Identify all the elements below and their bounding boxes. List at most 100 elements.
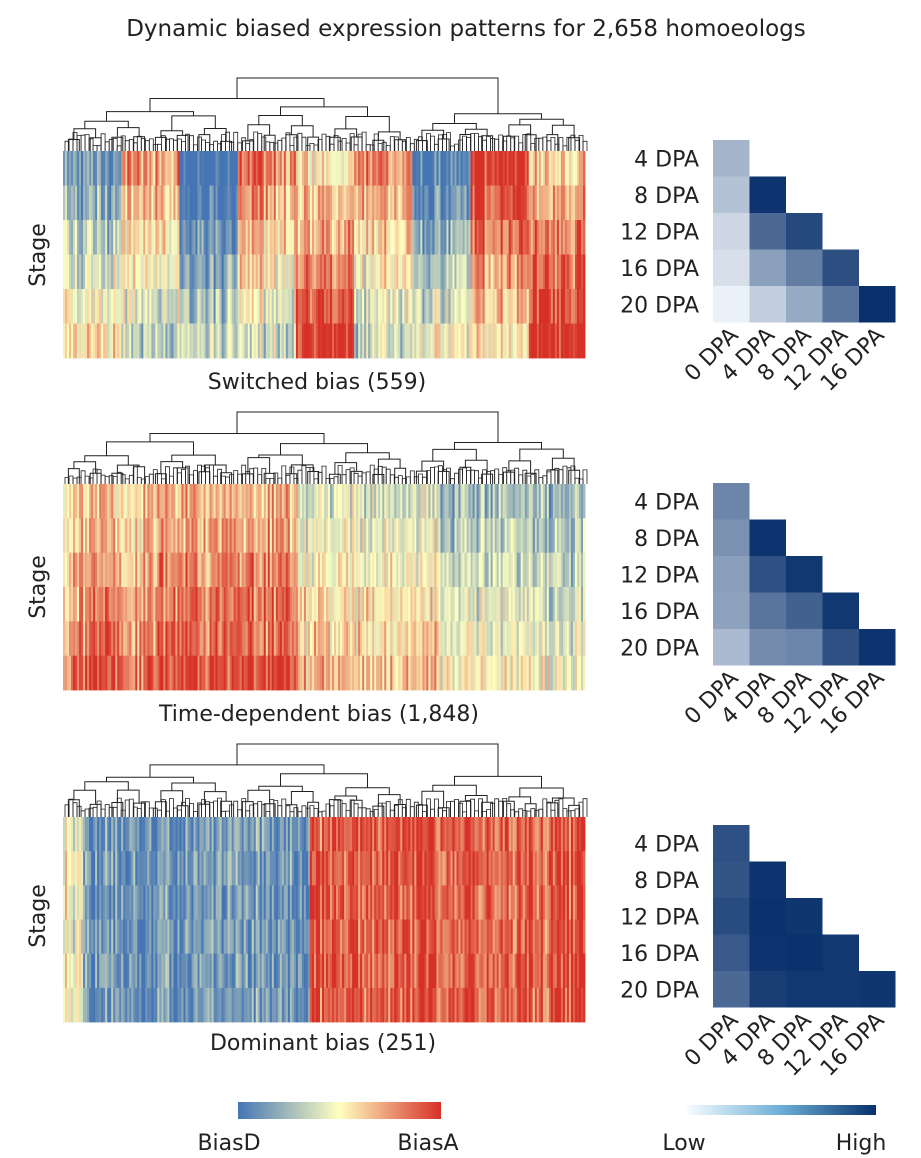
heatmap-cell (171, 484, 174, 519)
heatmap-cell (259, 552, 263, 588)
heatmap-cell (161, 587, 164, 622)
dendrogram-leaf (128, 798, 134, 817)
heatmap-cell (440, 885, 443, 920)
heatmap-cell (408, 587, 411, 622)
heatmap-cell (344, 817, 347, 852)
heatmap-cell (476, 953, 479, 989)
heatmap-cell (109, 254, 112, 290)
heatmap-cell (348, 919, 351, 955)
heatmap-cell (319, 817, 323, 852)
heatmap-cell (534, 151, 538, 186)
heatmap-cell (291, 587, 295, 622)
heatmap-cell (103, 655, 106, 691)
heatmap-cell (362, 655, 365, 691)
heatmap-cell (207, 220, 210, 255)
heatmap-cell (233, 987, 237, 1023)
heatmap-cell (185, 953, 188, 989)
heatmap-cell (311, 185, 315, 221)
heatmap-cell (492, 323, 496, 359)
heatmap-cell (344, 185, 347, 221)
heatmap-cell (165, 919, 168, 955)
dendrogram-leaf (582, 469, 588, 484)
heatmap-cell (478, 552, 481, 588)
heatmap-cell (486, 621, 490, 657)
heatmap-cell (366, 885, 369, 920)
heatmap-cell (265, 953, 269, 989)
heatmap-cell (354, 185, 357, 221)
heatmap-cell (374, 987, 377, 1023)
heatmap-cell (245, 289, 249, 324)
heatmap-cell (275, 289, 279, 324)
heatmap-cell (422, 289, 425, 324)
dendrogram-branch (377, 131, 401, 141)
dendrogram-leaf (68, 798, 74, 817)
heatmap-cell (384, 919, 387, 955)
heatmap-cell (368, 185, 371, 221)
heatmap-cell (582, 552, 586, 588)
heatmap-cell (187, 987, 190, 1023)
dendrogram-leaf (450, 800, 455, 817)
heatmap-cell (344, 987, 347, 1023)
heatmap-cell (558, 484, 562, 519)
heatmap-cell (261, 655, 265, 691)
heatmap-cell (384, 552, 387, 588)
heatmap-cell (384, 323, 387, 359)
heatmap-cell (111, 885, 114, 920)
heatmap-cell (281, 621, 285, 657)
dendrogram-leaf (546, 471, 552, 484)
heatmap-cell (259, 220, 263, 255)
heatmap-cell (71, 518, 74, 554)
heatmap-cell (141, 289, 144, 324)
heatmap-cell (157, 655, 160, 691)
dendrogram-leaf (418, 473, 423, 484)
heatmap-cell (133, 518, 136, 554)
dendrogram-leaf (233, 470, 239, 484)
heatmap-cell (245, 919, 249, 955)
heatmap-cell (311, 817, 315, 852)
heatmap-cell (368, 323, 371, 359)
heatmap-cell (372, 987, 375, 1023)
heatmap-cell (510, 518, 514, 554)
dendrogram-leaf (116, 797, 122, 817)
heatmap-cell (362, 851, 365, 886)
heatmap-cell (291, 919, 295, 955)
heatmap-cell (392, 885, 395, 920)
heatmap-cell (207, 851, 210, 886)
heatmap-cell (482, 323, 486, 359)
heatmap-cell (231, 655, 235, 691)
heatmap-cell (195, 885, 198, 920)
heatmap-cell (486, 151, 490, 186)
heatmap-cell (546, 220, 550, 255)
heatmap-cell (476, 552, 479, 588)
heatmap-cell (436, 919, 439, 955)
heatmap-cell (79, 817, 82, 852)
heatmap-cell (542, 254, 546, 290)
heatmap-switched (63, 151, 586, 359)
heatmap-cell (364, 621, 367, 657)
heatmap-cell (430, 621, 433, 657)
heatmap-cell (89, 851, 92, 886)
heatmap-cell (153, 185, 156, 221)
heatmap-cell (418, 919, 421, 955)
heatmap-cell (261, 885, 265, 920)
heatmap-cell (350, 323, 353, 359)
heatmap-cell (149, 254, 152, 290)
dendrogram-leaf (574, 139, 580, 151)
heatmap-cell (129, 587, 132, 622)
heatmap-cell (422, 185, 425, 221)
heatmap-cell (350, 518, 353, 554)
heatmap-cell (309, 323, 313, 359)
heatmap-cell (225, 851, 229, 886)
heatmap-cell (147, 621, 150, 657)
heatmap-cell (143, 518, 146, 554)
heatmap-cell (444, 953, 447, 989)
heatmap-cell (374, 484, 377, 519)
heatmap-cell (263, 220, 267, 255)
heatmap-cell (564, 185, 568, 221)
heatmap-cell (81, 953, 84, 989)
heatmap-cell (562, 151, 566, 186)
heatmap-cell (205, 323, 208, 359)
heatmap-cell (478, 817, 481, 852)
heatmap-cell (125, 851, 128, 886)
heatmap-cell (514, 655, 518, 691)
